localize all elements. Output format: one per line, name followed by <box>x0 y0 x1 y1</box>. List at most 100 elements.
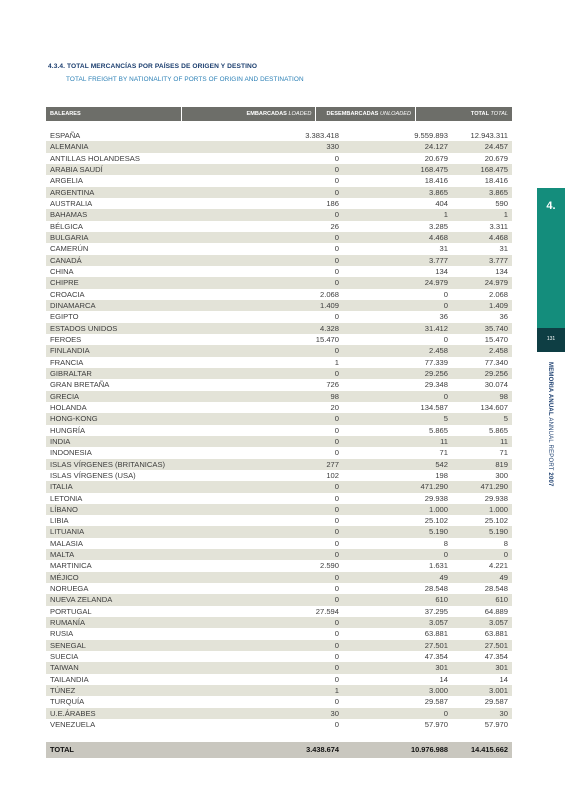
table-row: ESPAÑA 3.383.418 9.559.893 12.943.311 <box>46 130 512 141</box>
loaded-cell: 20 <box>330 402 339 412</box>
total-cell: 14 <box>499 674 508 684</box>
country-cell: INDONESIA <box>50 448 92 458</box>
table-row: TÚNEZ 1 3.000 3.001 <box>46 685 512 697</box>
loaded-cell: 0 <box>334 368 339 378</box>
country-cell: CROACIA <box>50 289 85 299</box>
table-row: U.E.ÁRABES 30 0 30 <box>46 707 512 720</box>
total-cell: 168.475 <box>480 164 508 174</box>
unloaded-cell: 198 <box>435 470 448 480</box>
unloaded-cell: 3.865 <box>428 187 448 197</box>
table-row: GRAN BRETAÑA 726 29.348 30.074 <box>46 379 512 390</box>
loaded-cell: 726 <box>326 380 339 390</box>
unloaded-cell: 0 <box>443 289 448 299</box>
total-cell: 3.057 <box>488 618 508 628</box>
table-row: DINAMARCA 1.409 0 1.409 <box>46 299 512 312</box>
unloaded-cell: 3.285 <box>428 221 448 231</box>
header-total: TOTAL TOTAL <box>416 107 512 121</box>
table-header: BALEARES EMBARCADAS LOADED DESEMBARCADAS… <box>46 107 512 121</box>
table-row: MALASIA 0 8 8 <box>46 538 512 549</box>
loaded-cell: 0 <box>334 629 339 639</box>
unloaded-cell: 27.501 <box>424 640 448 650</box>
loaded-cell: 0 <box>334 414 339 424</box>
page-number: 131 <box>546 336 556 342</box>
loaded-cell: 0 <box>334 527 339 537</box>
table-row: ESTADOS UNIDOS 4.328 31.412 35.740 <box>46 322 512 334</box>
total-cell: 36 <box>499 312 508 322</box>
loaded-cell: 3.383.418 <box>305 131 339 140</box>
loaded-cell: 0 <box>334 164 339 174</box>
header-unloaded-es: DESEMBARCADAS <box>326 111 379 117</box>
country-cell: MALTA <box>50 550 75 560</box>
unloaded-cell: 4.468 <box>428 232 448 242</box>
loaded-cell: 30 <box>330 708 339 718</box>
total-cell: 64.889 <box>484 606 508 616</box>
report-caption: MEMORIA ANUAL ANNUAL REPORT 2007 <box>547 362 553 492</box>
country-cell: U.E.ÁRABES <box>50 708 96 718</box>
country-cell: ARGENTINA <box>50 187 95 197</box>
country-cell: FRANCIA <box>50 357 84 367</box>
header-total-en: TOTAL <box>490 111 508 117</box>
total-total: 14.415.662 <box>471 745 508 754</box>
country-cell: LITUANIA <box>50 527 85 537</box>
table-row: TURQUÍA 0 29.587 29.587 <box>46 696 512 707</box>
total-cell: 98 <box>499 391 508 401</box>
total-cell: 12.943.311 <box>470 131 508 140</box>
unloaded-cell: 3.057 <box>428 618 448 628</box>
country-cell: AUSTRALIA <box>50 198 93 208</box>
chapter-number: 4. <box>546 200 556 212</box>
table-row: CHINA 0 134 134 <box>46 266 512 277</box>
unloaded-cell: 57.970 <box>424 720 448 730</box>
header-unloaded: DESEMBARCADAS UNLOADED <box>316 107 416 121</box>
unloaded-cell: 29.348 <box>424 380 448 390</box>
unloaded-cell: 1 <box>443 210 448 220</box>
total-cell: 134.607 <box>480 402 508 412</box>
loaded-cell: 0 <box>334 448 339 458</box>
unloaded-cell: 29.587 <box>424 697 448 707</box>
loaded-cell: 2.068 <box>319 289 339 299</box>
country-cell: LIBIA <box>50 516 69 526</box>
unloaded-cell: 134 <box>435 266 448 276</box>
total-cell: 29.587 <box>484 697 508 707</box>
total-cell: 35.740 <box>484 323 508 333</box>
total-cell: 3.865 <box>488 187 508 197</box>
table-row: GRECIA 98 0 98 <box>46 390 512 402</box>
table-row: RUSIA 0 63.881 63.881 <box>46 628 512 639</box>
country-cell: TAILANDIA <box>50 674 89 684</box>
table-row: MARTINICA 2.590 1.631 4.221 <box>46 560 512 571</box>
page-tab: 131 <box>537 328 565 352</box>
total-cell: 5.865 <box>488 425 508 435</box>
country-cell: DINAMARCA <box>50 300 96 310</box>
loaded-cell: 0 <box>334 255 339 265</box>
country-cell: MARTINICA <box>50 561 92 571</box>
loaded-cell: 330 <box>326 142 339 152</box>
country-cell: HOLANDA <box>50 402 87 412</box>
country-cell: RUSIA <box>50 629 74 639</box>
unloaded-cell: 0 <box>443 391 448 401</box>
country-cell: NUEVA ZELANDA <box>50 595 113 605</box>
country-cell: TAIWAN <box>50 663 79 673</box>
total-cell: 18.416 <box>484 176 508 186</box>
loaded-cell: 0 <box>334 312 339 322</box>
country-cell: VENEZUELA <box>50 720 96 730</box>
country-cell: PORTUGAL <box>50 606 92 616</box>
caption-bold: MEMORIA ANUAL <box>547 362 553 416</box>
table-row: LITUANIA 0 5.190 5.190 <box>46 526 512 538</box>
header-loaded: EMBARCADAS LOADED <box>181 107 316 121</box>
unloaded-cell: 168.475 <box>420 164 448 174</box>
total-cell: 1.409 <box>488 300 508 310</box>
unloaded-cell: 471.290 <box>420 482 448 492</box>
loaded-cell: 0 <box>334 493 339 503</box>
unloaded-cell: 29.938 <box>424 493 448 503</box>
table-row: FRANCIA 1 77.339 77.340 <box>46 357 512 368</box>
chapter-tab: 4. <box>537 188 565 328</box>
total-cell: 47.354 <box>484 652 508 662</box>
total-cell: 471.290 <box>480 482 508 492</box>
total-cell: 134 <box>495 266 508 276</box>
country-cell: CAMERÚN <box>50 244 89 254</box>
unloaded-cell: 5.190 <box>428 527 448 537</box>
section-subtitle: TOTAL FREIGHT BY NATIONALITY OF PORTS OF… <box>66 76 304 83</box>
unloaded-cell: 3.000 <box>428 686 448 696</box>
unloaded-cell: 49 <box>439 572 448 582</box>
country-cell: FEROES <box>50 334 82 344</box>
table-row: TAIWAN 0 301 301 <box>46 662 512 674</box>
